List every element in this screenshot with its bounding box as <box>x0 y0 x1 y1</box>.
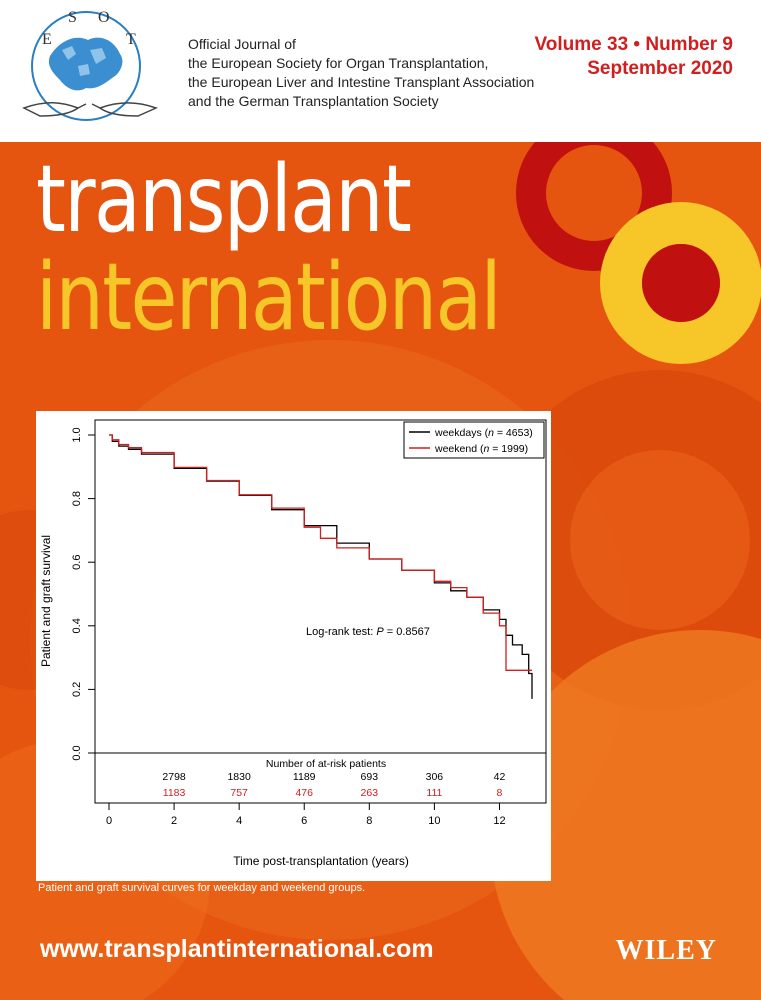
x-tick-label: 10 <box>428 815 440 827</box>
at-risk-weekdays-count: 42 <box>494 771 506 783</box>
journal-title: transplant international <box>36 145 502 351</box>
y-axis-label: Patient and graft survival <box>39 535 53 667</box>
x-tick-label: 6 <box>301 815 307 827</box>
logo-letter-s: S <box>68 9 77 26</box>
y-axis: 0.0 0.2 0.4 0.6 0.8 1.0 <box>71 427 95 761</box>
title-line-transplant: transplant <box>36 145 412 253</box>
y-tick-label: 0.6 <box>71 555 83 570</box>
at-risk-weekend-count: 757 <box>230 787 248 799</box>
y-tick-label: 0.8 <box>71 491 83 506</box>
x-tick-label: 12 <box>493 815 505 827</box>
at-risk-weekend-count: 111 <box>426 787 442 799</box>
at-risk-table: 2798 1183 1830 757 1189 476 693 263 306 111 42 8 <box>162 771 505 799</box>
x-tick-label: 0 <box>106 815 112 827</box>
issue-date: September 2020 <box>587 58 733 79</box>
survival-chart: 0.0 0.2 0.4 0.6 0.8 1.0 0 2 4 6 8 10 12 Patient and… <box>39 419 547 868</box>
x-tick-label: 4 <box>236 815 242 827</box>
header-band: E S O T Official Journal of the European… <box>0 0 761 142</box>
at-risk-weekend-count: 263 <box>361 787 379 799</box>
legend-label-weekdays: weekdays (n = 4653) <box>434 427 533 439</box>
legend-label-weekend: weekend (n = 1999) <box>434 443 528 455</box>
survival-curves <box>109 434 533 699</box>
logo-letter-e: E <box>42 31 52 48</box>
at-risk-weekdays-count: 2798 <box>162 771 186 783</box>
y-tick-label: 0.0 <box>71 745 83 760</box>
x-tick-label: 2 <box>171 815 177 827</box>
at-risk-weekdays-count: 693 <box>361 771 379 783</box>
at-risk-title: Number of at-risk patients <box>266 758 386 770</box>
affiliation-line: the European Society for Organ Transplan… <box>188 55 489 71</box>
logo-letter-t: T <box>126 31 136 48</box>
issue-info: Volume 33 • Number 9 September 2020 <box>535 33 733 81</box>
plot-frame <box>94 419 547 804</box>
affiliation-lines: Official Journal of the European Society… <box>188 35 535 111</box>
logo-letter-o: O <box>98 9 110 26</box>
weekend-curve <box>109 434 532 671</box>
x-tick-label: 8 <box>366 815 372 827</box>
journal-website[interactable]: www.transplantinternational.com <box>40 935 434 963</box>
figure-caption: Patient and graft survival curves for we… <box>38 882 366 894</box>
at-risk-weekdays-count: 1189 <box>293 771 316 783</box>
at-risk-weekend-count: 1183 <box>163 787 186 799</box>
y-tick-label: 0.2 <box>71 682 83 697</box>
survival-chart-card: 0.0 0.2 0.4 0.6 0.8 1.0 0 2 4 6 8 10 12 Patient and… <box>36 411 551 881</box>
affiliation-line: the European Liver and Intestine Transpl… <box>188 74 535 90</box>
y-tick-label: 0.4 <box>71 618 83 633</box>
at-risk-weekdays-count: 306 <box>426 771 444 783</box>
at-risk-weekend-count: 476 <box>295 787 313 799</box>
affiliation-line: and the German Transplantation Society <box>188 93 439 109</box>
x-axis: 0 2 4 6 8 10 12 <box>106 803 506 827</box>
publisher-logo: WILEY <box>615 935 717 966</box>
esot-logo-icon: E S O T <box>22 9 159 121</box>
affiliation-line: Official Journal of <box>188 36 296 52</box>
y-tick-label: 1.0 <box>71 427 83 442</box>
weekdays-curve <box>109 434 533 699</box>
x-axis-label: Time post-transplantation (years) <box>233 854 409 868</box>
legend: weekdays (n = 4653) weekend (n = 1999) <box>403 421 545 459</box>
legend-box <box>403 421 545 459</box>
log-rank-annotation: Log-rank test: P = 0.8567 <box>306 626 430 638</box>
at-risk-weekend-count: 8 <box>497 787 503 799</box>
title-line-international: international <box>36 243 502 351</box>
volume-number: Volume 33 • Number 9 <box>534 34 733 55</box>
at-risk-weekdays-count: 1830 <box>227 771 251 783</box>
